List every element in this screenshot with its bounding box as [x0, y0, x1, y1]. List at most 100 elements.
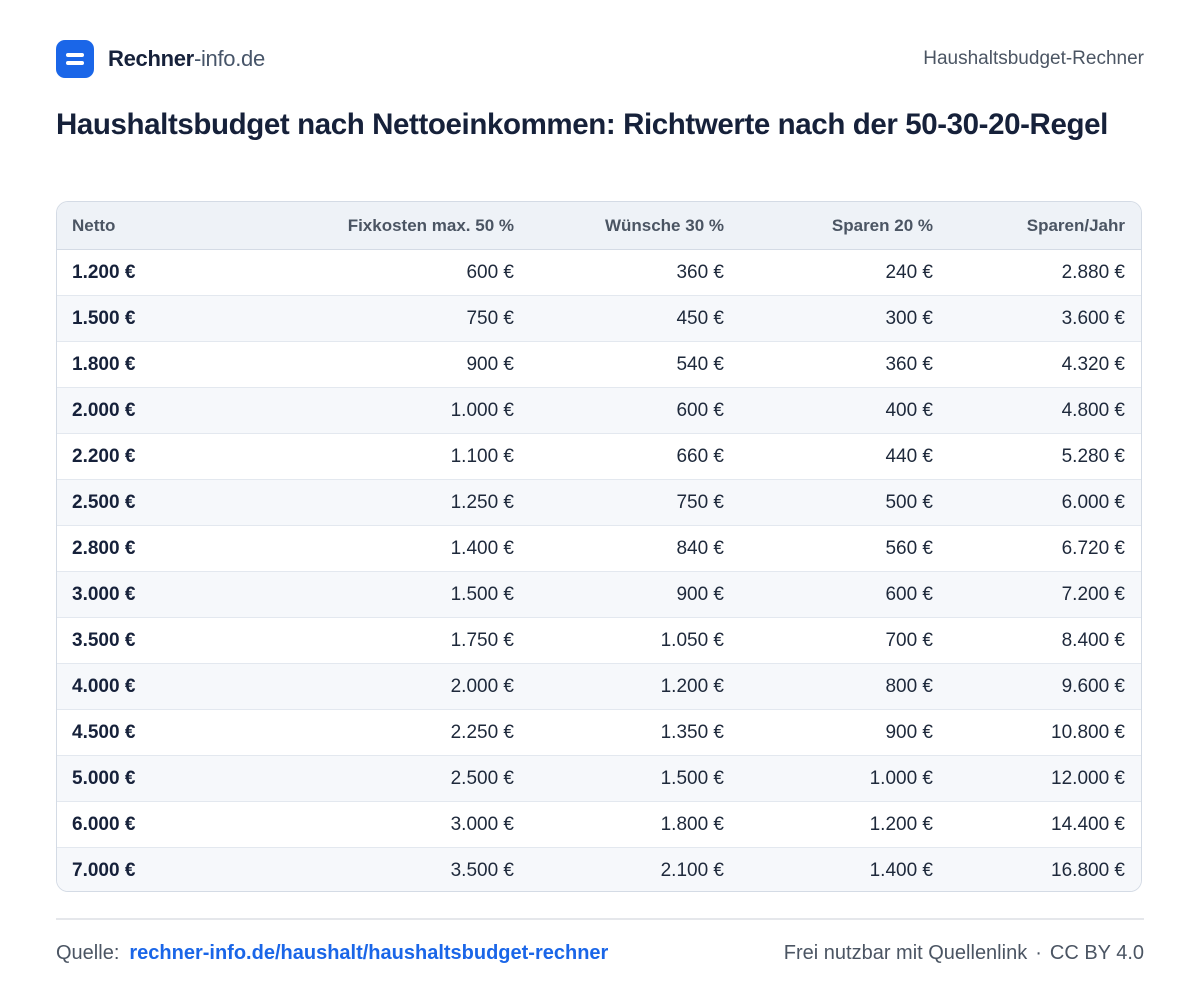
- top-bar: Rechner-info.de Haushaltsbudget-Rechner: [56, 40, 1144, 78]
- value-cell: 750 €: [514, 479, 724, 526]
- value-cell: 2.000 €: [252, 663, 514, 710]
- column-header: Wünsche 30 %: [514, 202, 724, 250]
- table-row: 1.500 €750 €450 €300 €3.600 €: [57, 295, 1141, 342]
- value-cell: 14.400 €: [933, 801, 1141, 848]
- value-cell: 2.500 €: [252, 755, 514, 802]
- value-cell: 1.500 €: [252, 571, 514, 618]
- license-name: CC BY 4.0: [1049, 942, 1144, 964]
- value-cell: 840 €: [514, 525, 724, 572]
- table-body: 1.200 €600 €360 €240 €2.880 €1.500 €750 …: [57, 249, 1141, 891]
- brand-name: Rechner-info.de: [108, 48, 265, 70]
- budget-table: Netto Fixkosten max. 50 % Wünsche 30 % Spar…: [57, 202, 1141, 891]
- value-cell: 400 €: [724, 387, 933, 434]
- value-cell: 1.400 €: [724, 847, 933, 891]
- column-header: Netto: [57, 202, 252, 250]
- table-row: 2.800 €1.400 €840 €560 €6.720 €: [57, 525, 1141, 572]
- brand[interactable]: Rechner-info.de: [56, 40, 265, 78]
- value-cell: 5.280 €: [933, 433, 1141, 480]
- value-cell: 2.100 €: [514, 847, 724, 891]
- value-cell: 1.750 €: [252, 617, 514, 664]
- value-cell: 1.800 €: [514, 801, 724, 848]
- value-cell: 16.800 €: [933, 847, 1141, 891]
- net-income-cell: 1.800 €: [57, 341, 252, 388]
- value-cell: 450 €: [514, 295, 724, 342]
- value-cell: 1.100 €: [252, 433, 514, 480]
- value-cell: 1.200 €: [724, 801, 933, 848]
- calculator-label: Haushaltsbudget-Rechner: [923, 48, 1144, 69]
- value-cell: 660 €: [514, 433, 724, 480]
- value-cell: 2.880 €: [933, 249, 1141, 296]
- value-cell: 9.600 €: [933, 663, 1141, 710]
- table-row: 4.000 €2.000 €1.200 €800 €9.600 €: [57, 663, 1141, 710]
- value-cell: 1.200 €: [514, 663, 724, 710]
- page-title: Haushaltsbudget nach Nettoeinkommen: Ric…: [56, 108, 1108, 141]
- value-cell: 1.350 €: [514, 709, 724, 756]
- table-row: 3.500 €1.750 €1.050 €700 €8.400 €: [57, 617, 1141, 664]
- value-cell: 6.000 €: [933, 479, 1141, 526]
- value-cell: 12.000 €: [933, 755, 1141, 802]
- value-cell: 800 €: [724, 663, 933, 710]
- value-cell: 6.720 €: [933, 525, 1141, 572]
- value-cell: 3.600 €: [933, 295, 1141, 342]
- table-row: 5.000 €2.500 €1.500 €1.000 €12.000 €: [57, 755, 1141, 802]
- value-cell: 500 €: [724, 479, 933, 526]
- value-cell: 10.800 €: [933, 709, 1141, 756]
- value-cell: 1.500 €: [514, 755, 724, 802]
- license-separator: ·: [1035, 942, 1042, 964]
- source-label: Quelle:: [56, 942, 120, 964]
- net-income-cell: 2.000 €: [57, 387, 252, 434]
- value-cell: 3.500 €: [252, 847, 514, 891]
- value-cell: 1.050 €: [514, 617, 724, 664]
- value-cell: 4.800 €: [933, 387, 1141, 434]
- brand-name-light: -info.de: [193, 46, 265, 71]
- column-header: Sparen/Jahr: [933, 202, 1141, 250]
- net-income-cell: 6.000 €: [57, 801, 252, 848]
- value-cell: 240 €: [724, 249, 933, 296]
- source: Quelle: rechner-info.de/haushalt/haushalt…: [56, 942, 608, 965]
- value-cell: 360 €: [724, 341, 933, 388]
- value-cell: 900 €: [514, 571, 724, 618]
- source-link[interactable]: rechner-info.de/haushalt/haushaltsbudget…: [129, 942, 609, 964]
- value-cell: 1.000 €: [724, 755, 933, 802]
- net-income-cell: 1.500 €: [57, 295, 252, 342]
- footer: Quelle: rechner-info.de/haushalt/haushalt…: [56, 942, 1144, 965]
- table-row: 2.000 €1.000 €600 €400 €4.800 €: [57, 387, 1141, 434]
- table-row: 6.000 €3.000 €1.800 €1.200 €14.400 €: [57, 801, 1141, 848]
- value-cell: 360 €: [514, 249, 724, 296]
- value-cell: 900 €: [724, 709, 933, 756]
- net-income-cell: 2.800 €: [57, 525, 252, 572]
- value-cell: 900 €: [252, 341, 514, 388]
- value-cell: 1.250 €: [252, 479, 514, 526]
- value-cell: 600 €: [252, 249, 514, 296]
- value-cell: 8.400 €: [933, 617, 1141, 664]
- net-income-cell: 4.500 €: [57, 709, 252, 756]
- net-income-cell: 2.200 €: [57, 433, 252, 480]
- value-cell: 3.000 €: [252, 801, 514, 848]
- value-cell: 750 €: [252, 295, 514, 342]
- table-row: 4.500 €2.250 €1.350 €900 €10.800 €: [57, 709, 1141, 756]
- value-cell: 540 €: [514, 341, 724, 388]
- net-income-cell: 3.000 €: [57, 571, 252, 618]
- table-row: 1.800 €900 €540 €360 €4.320 €: [57, 341, 1141, 388]
- value-cell: 2.250 €: [252, 709, 514, 756]
- value-cell: 7.200 €: [933, 571, 1141, 618]
- value-cell: 440 €: [724, 433, 933, 480]
- footer-divider: [56, 918, 1144, 920]
- table-row: 2.200 €1.100 €660 €440 €5.280 €: [57, 433, 1141, 480]
- value-cell: 560 €: [724, 525, 933, 572]
- value-cell: 600 €: [514, 387, 724, 434]
- net-income-cell: 1.200 €: [57, 249, 252, 296]
- column-header: Sparen 20 %: [724, 202, 933, 250]
- value-cell: 1.400 €: [252, 525, 514, 572]
- license: Frei nutzbar mit Quellenlink · CC BY 4.0: [784, 942, 1144, 965]
- value-cell: 1.000 €: [252, 387, 514, 434]
- column-header: Fixkosten max. 50 %: [252, 202, 514, 250]
- net-income-cell: 4.000 €: [57, 663, 252, 710]
- budget-table-card: Netto Fixkosten max. 50 % Wünsche 30 % Spar…: [56, 201, 1142, 892]
- table-row: 3.000 €1.500 €900 €600 €7.200 €: [57, 571, 1141, 618]
- net-income-cell: 7.000 €: [57, 847, 252, 891]
- table-header-row: Netto Fixkosten max. 50 % Wünsche 30 % Spar…: [57, 202, 1141, 250]
- value-cell: 300 €: [724, 295, 933, 342]
- table-row: 2.500 €1.250 €750 €500 €6.000 €: [57, 479, 1141, 526]
